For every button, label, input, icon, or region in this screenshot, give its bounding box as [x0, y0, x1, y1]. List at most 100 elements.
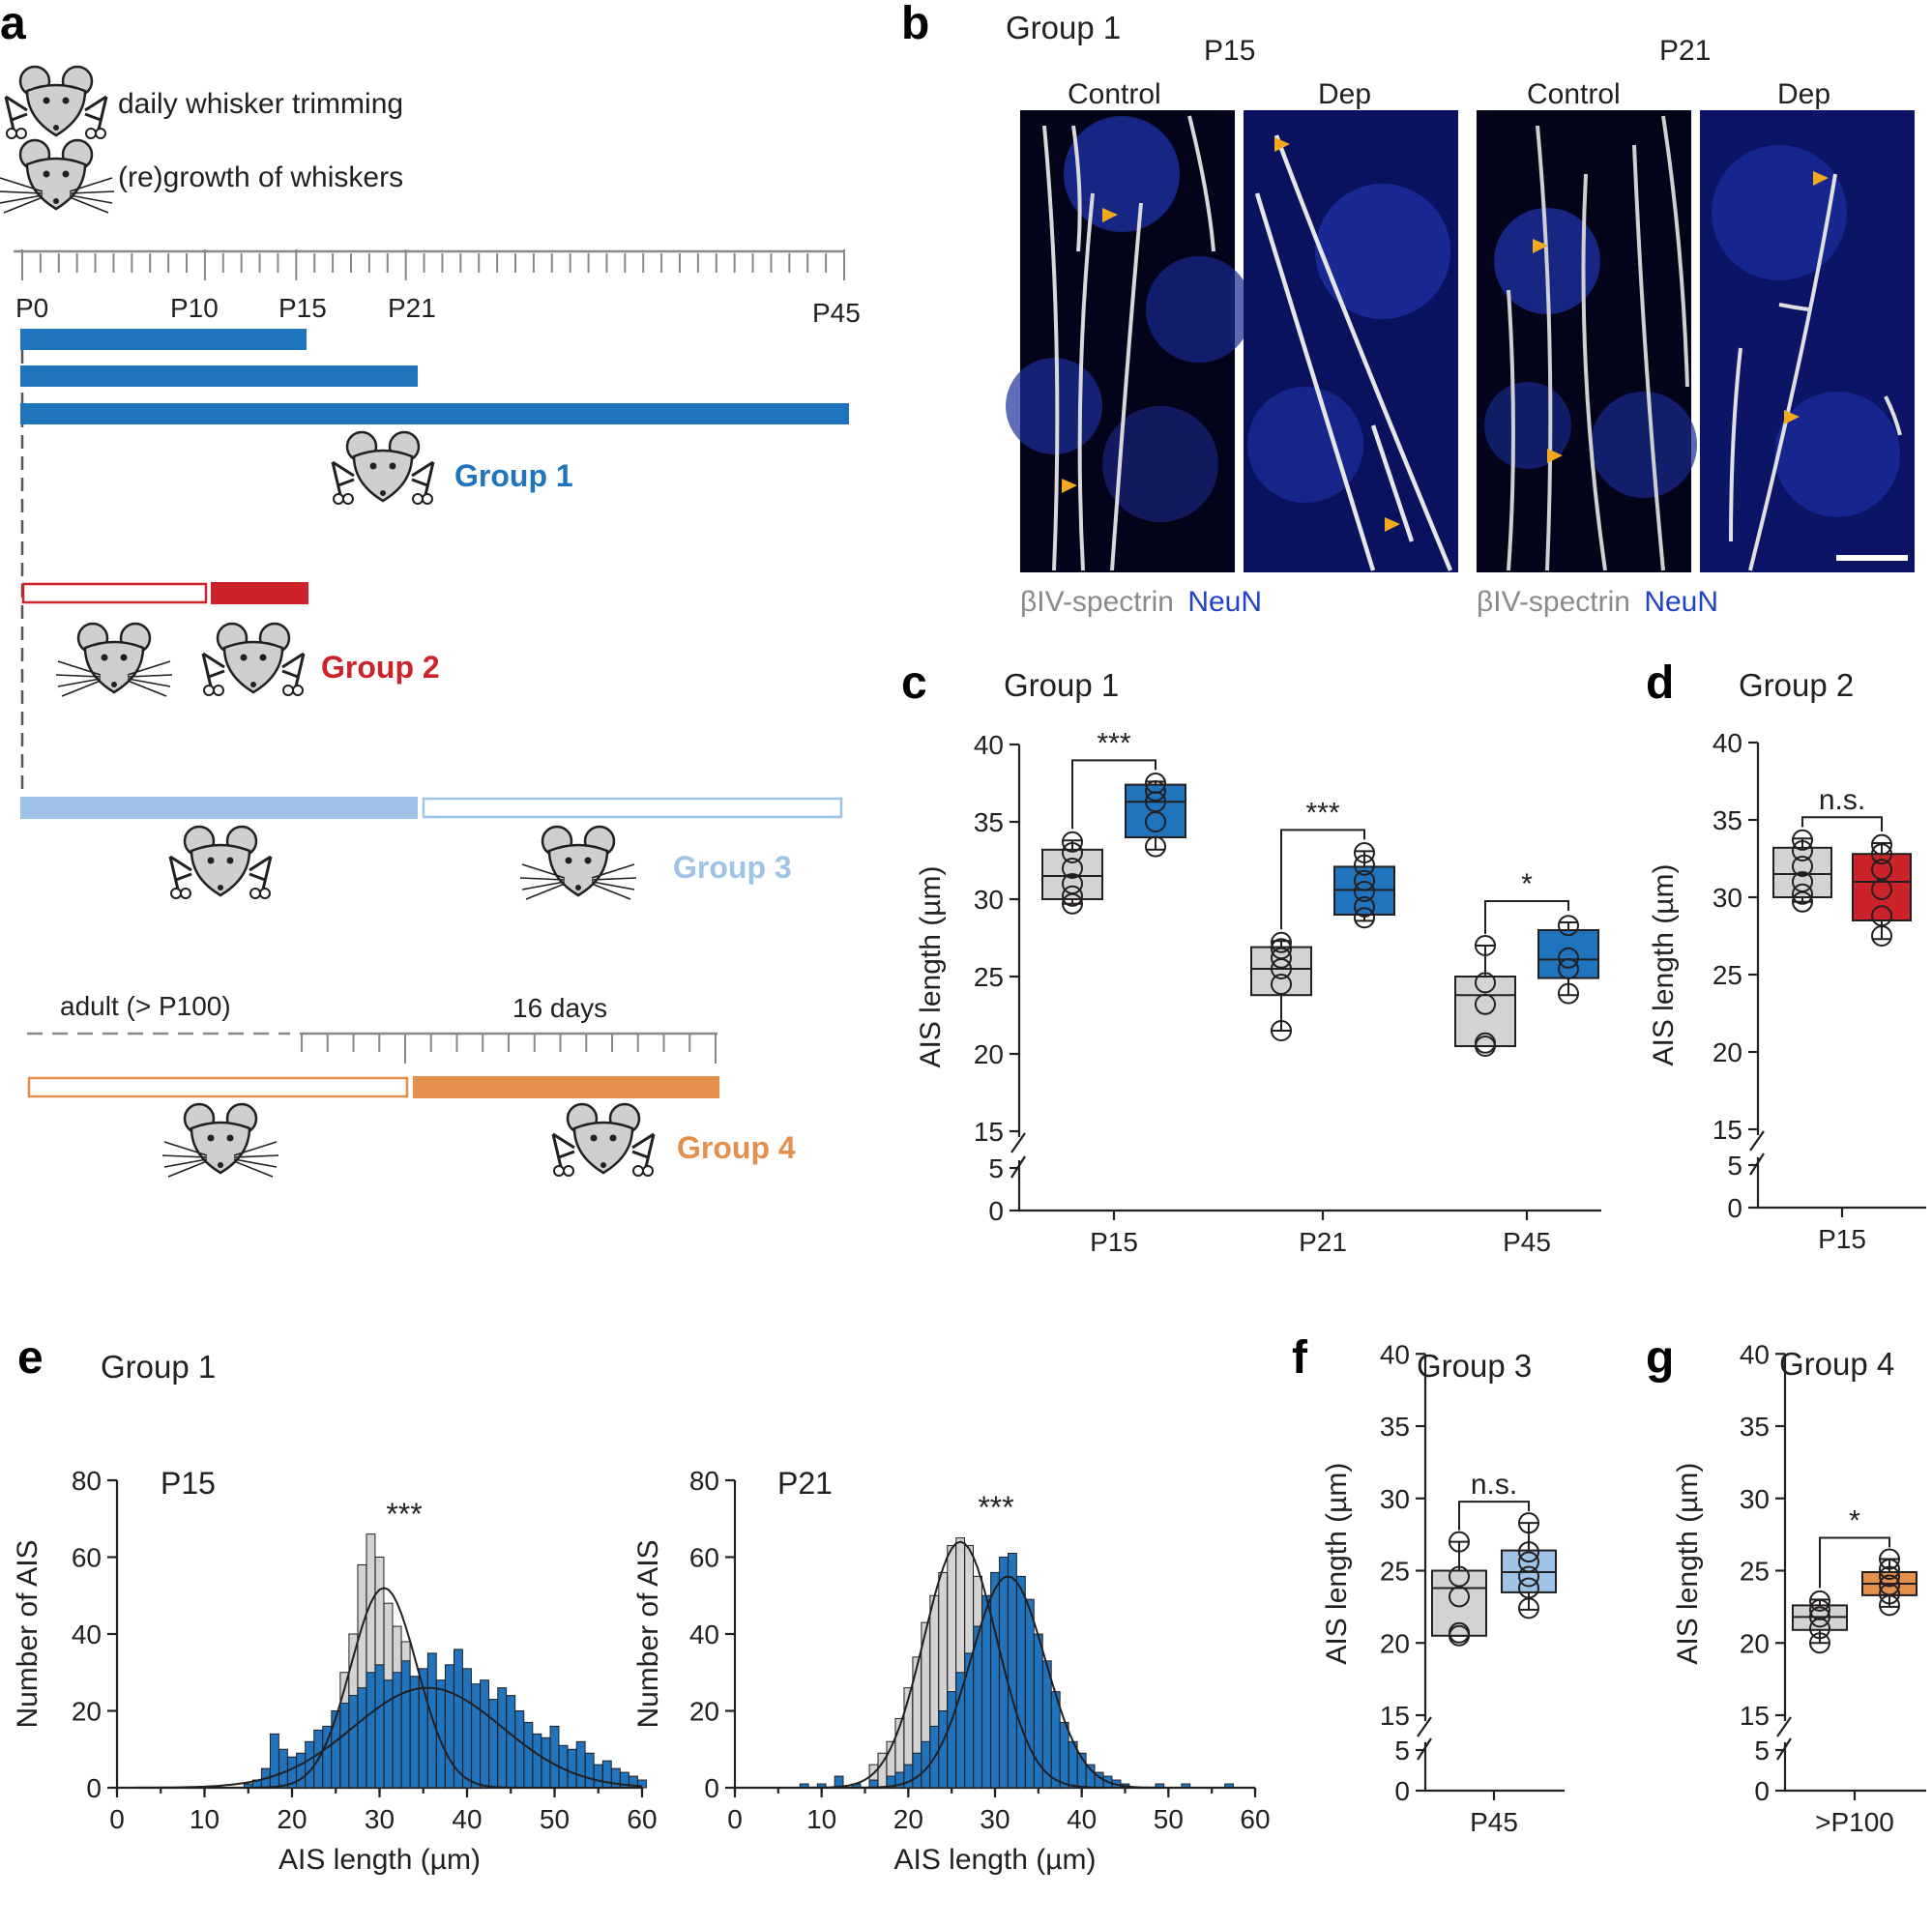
y-tick-label: 20 — [974, 1039, 1004, 1069]
histogram-bar-dep — [296, 1752, 306, 1789]
data-point — [1558, 915, 1579, 937]
y-tick-label: 20 — [1740, 1628, 1770, 1658]
data-point — [1792, 856, 1813, 877]
data-point — [1518, 1565, 1539, 1588]
y-tick-label: 30 — [1712, 883, 1742, 913]
data-point — [1792, 840, 1813, 861]
y-tick-label: 20 — [72, 1697, 102, 1727]
histogram-bar-dep — [973, 1625, 982, 1789]
histogram-bar-dep — [392, 1672, 402, 1789]
data-point — [1062, 873, 1083, 894]
panel-b: Group 1 P15 P21 Control Dep Control Dep — [1006, 10, 1915, 618]
x-tick-label: 0 — [109, 1804, 125, 1834]
histogram-bar-dep — [584, 1752, 595, 1789]
data-point — [1518, 1541, 1539, 1563]
x-tick-label: 0 — [727, 1804, 743, 1834]
y-tick-label: 0 — [1754, 1776, 1770, 1806]
age-p21-label: P21 — [1659, 35, 1711, 67]
axis-break-mark — [1010, 1132, 1026, 1153]
panel-label-f: f — [1292, 1332, 1308, 1384]
stain-label-p21: βIV-spectrin NeuN — [1477, 586, 1718, 618]
age-p15-label: P15 — [1204, 35, 1255, 67]
histogram-bar-dep — [1024, 1598, 1035, 1789]
p21-dep-label: Dep — [1777, 78, 1830, 110]
y-axis-label: AIS length (µm) — [1648, 863, 1680, 1065]
micrograph-p21-control — [1477, 110, 1697, 572]
group1-bar-p15 — [20, 329, 307, 350]
data-point — [1558, 958, 1579, 979]
histogram-bar-dep — [506, 1695, 516, 1789]
days-ruler — [300, 1032, 717, 1064]
significance-label: * — [1849, 1505, 1860, 1537]
p21-control-label: Control — [1527, 78, 1621, 110]
data-point — [1475, 935, 1496, 956]
y-axis-label: Number of AIS — [12, 1539, 44, 1728]
significance-bracket — [1484, 900, 1569, 934]
histogram-bar-dep — [1008, 1553, 1017, 1789]
panel-label-b: b — [901, 0, 929, 49]
histogram-bar-dep — [1041, 1660, 1052, 1789]
data-point — [1271, 947, 1292, 969]
y-tick-label: 80 — [72, 1466, 102, 1496]
data-point — [1809, 1632, 1830, 1654]
histogram-bar-dep — [549, 1725, 560, 1789]
histogram-bar-dep — [480, 1679, 490, 1789]
y-tick-label: 15 — [1740, 1701, 1770, 1731]
timeline-p45: P45 — [812, 298, 861, 328]
significance-label: n.s. — [1819, 784, 1865, 816]
x-tick-label: P15 — [1090, 1227, 1138, 1257]
y-tick-label: 5 — [988, 1153, 1004, 1183]
chart-title: Group 2 — [1739, 667, 1854, 703]
y-tick-label: 25 — [1740, 1557, 1770, 1587]
x-tick-label: 20 — [277, 1804, 307, 1834]
timeline-p15: P15 — [278, 293, 327, 323]
axis-break-mark — [1776, 1716, 1792, 1737]
group3-trim-mouse-icon — [168, 825, 273, 900]
p15-control-label: Control — [1068, 78, 1161, 110]
significance-bracket — [1458, 1501, 1530, 1531]
data-point — [1062, 885, 1083, 907]
y-axis-label: AIS length (µm) — [1672, 1463, 1704, 1665]
data-point — [1879, 1574, 1900, 1596]
group3-trim-bar — [20, 797, 418, 819]
histogram-bar-dep — [514, 1710, 525, 1789]
significance-label: *** — [1097, 727, 1130, 759]
y-tick-label: 0 — [704, 1773, 719, 1803]
scale-bar — [1836, 555, 1908, 561]
x-tick-label: 40 — [1067, 1804, 1097, 1834]
histogram-bar-dep — [541, 1736, 551, 1789]
x-axis-label: AIS length (µm) — [893, 1844, 1096, 1876]
y-tick-label: 5 — [1394, 1736, 1410, 1766]
group2-label: Group 2 — [321, 650, 440, 685]
histogram-bar-dep — [990, 1571, 1000, 1789]
data-point — [1871, 843, 1892, 865]
x-tick-label: 10 — [190, 1804, 220, 1834]
days-label: 16 days — [512, 993, 607, 1023]
data-point — [1449, 1531, 1470, 1553]
data-point — [1354, 896, 1375, 918]
data-point — [1475, 972, 1496, 994]
y-axis-label: AIS length (µm) — [915, 865, 947, 1067]
y-tick-label: 0 — [1394, 1776, 1410, 1806]
x-tick-label: 30 — [365, 1804, 395, 1834]
x-tick-label: P45 — [1470, 1807, 1518, 1837]
box-control-P45 — [1431, 1569, 1487, 1637]
micrograph-p15-dep — [1244, 110, 1458, 572]
data-point — [1354, 854, 1375, 876]
legend-regrow-label: (re)growth of whiskers — [118, 161, 403, 193]
panel-e-histogram-p21: 0 10 20 30 40 50 60 0 20 40 60 80 AIS length (µm) Num… — [632, 1466, 1271, 1876]
x-tick-label: 10 — [806, 1804, 836, 1834]
y-tick-label: 40 — [1740, 1339, 1770, 1369]
data-point — [1271, 974, 1292, 995]
significance-bracket — [1801, 816, 1883, 832]
significance-label: *** — [1305, 797, 1339, 829]
histogram-bar-dep — [409, 1676, 420, 1789]
group2-regrow-mouse-icon — [54, 622, 174, 698]
x-tick-label: 50 — [540, 1804, 570, 1834]
group4-regrow-mouse-icon — [161, 1102, 280, 1179]
data-point — [1558, 947, 1579, 969]
y-tick-label: 20 — [1380, 1628, 1410, 1658]
gaussian-fit-dep — [117, 1686, 643, 1789]
data-point — [1354, 842, 1375, 863]
group2-regrow-bar — [21, 582, 208, 604]
